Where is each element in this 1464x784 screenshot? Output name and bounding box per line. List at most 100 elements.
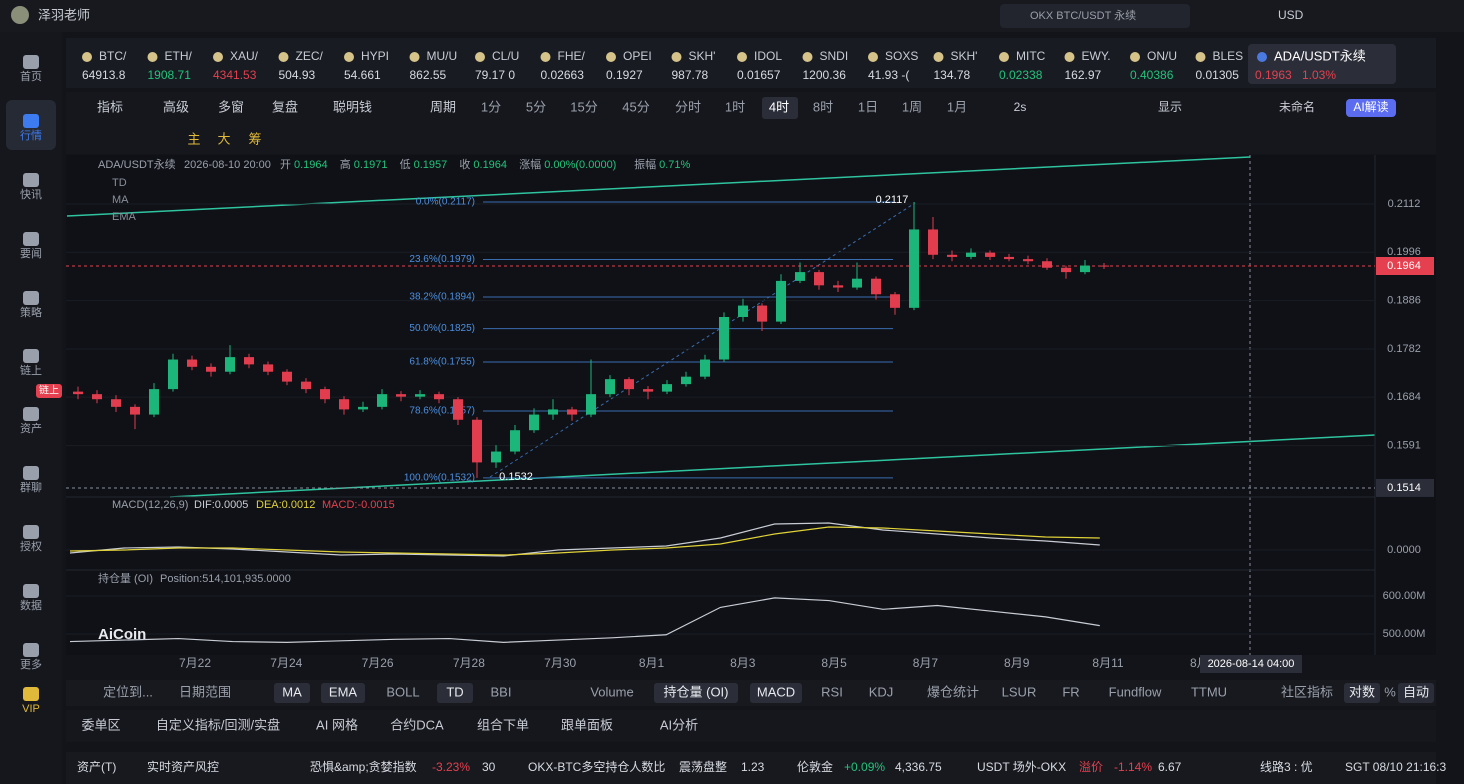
toolbar-item[interactable]: 高级 [163,99,189,114]
toolbar-item[interactable]: 多窗 [218,99,244,114]
period-button[interactable]: 1月 [947,99,967,114]
ticker-price[interactable]: 0.02663 [541,68,585,82]
indicator-button[interactable]: LSUR [1002,684,1037,699]
sidebar-item[interactable]: 链上 [20,363,42,377]
indicator-button[interactable]: 对数 [1349,684,1375,699]
ticker-name[interactable]: FHE/ [558,49,586,63]
overlay-name[interactable]: MA [112,194,129,206]
sidebar-icon[interactable] [23,173,39,187]
ticker-price[interactable]: 987.78 [672,68,709,82]
indicator-button[interactable]: RSI [821,684,843,699]
ticker-price[interactable]: 54.661 [344,68,381,82]
indicator-button[interactable]: FR [1062,684,1079,699]
indicator-button[interactable]: % [1384,684,1396,699]
sidebar-icon[interactable] [23,232,39,246]
toolbar-item[interactable]: 聪明钱 [333,99,372,114]
ticker-name[interactable]: MU/U [427,49,458,63]
ticker-price[interactable]: 4341.53 [213,68,257,82]
ticker-name[interactable]: ETH/ [165,49,193,63]
tab[interactable]: AI分析 [660,717,698,732]
currency-select[interactable]: USD [1278,8,1304,22]
sidebar-icon[interactable] [23,114,39,128]
ticker-price[interactable]: 79.17 0 [475,68,515,82]
ticker-price[interactable]: 162.97 [1065,68,1102,82]
sidebar-icon[interactable] [23,291,39,305]
tab[interactable]: 自定义指标/回测/实盘 [156,717,280,732]
indicator-button[interactable]: Volume [590,684,633,699]
toolbar-item[interactable]: 指标 [97,99,123,114]
ticker-name[interactable]: SKH' [689,49,716,63]
indicator-button[interactable]: 日期范围 [179,684,231,699]
overlay-name[interactable]: TD [112,177,127,189]
sidebar-icon[interactable] [23,55,39,69]
ticker-price[interactable]: 862.55 [410,68,447,82]
indicator-button[interactable]: BOLL [386,684,419,699]
sidebar-item[interactable]: 数据 [20,598,42,612]
indicator-button[interactable]: Fundflow [1109,684,1162,699]
period-button[interactable]: 15分 [570,99,597,114]
sidebar-item[interactable]: 行情 [20,129,42,142]
ai-button-bg[interactable] [1346,99,1396,117]
toolbar-item[interactable]: 复盘 [272,99,298,114]
indicator-button[interactable]: MA [282,684,302,699]
ticker-price[interactable]: 1908.71 [148,68,192,82]
sidebar-icon[interactable] [23,643,39,657]
search-text[interactable]: OKX BTC/USDT 永续 [1030,8,1136,22]
indicator-button[interactable]: KDJ [869,684,894,699]
sidebar-item[interactable]: 首页 [20,69,42,83]
sidebar-item[interactable]: 资产 [20,421,42,435]
period-button[interactable]: 8时 [813,99,833,114]
ticker-name[interactable]: ZEC/ [296,49,324,63]
tab[interactable]: 组合下单 [477,717,529,732]
toolbar-item[interactable]: AI解读 [1353,100,1388,114]
ticker-name[interactable]: SNDI [820,49,849,63]
ticker-price[interactable]: 64913.8 [82,68,126,82]
indicator-button[interactable]: 爆仓统计 [927,684,979,699]
indicator-button[interactable]: TD [446,684,463,699]
ticker-price[interactable]: 1200.36 [803,68,847,82]
period-button[interactable]: 5分 [526,99,546,114]
period-button[interactable]: 1分 [481,99,501,114]
sidebar-item[interactable]: 更多 [20,657,42,671]
ticker-price[interactable]: 0.40386 [1130,68,1174,82]
ticker-name[interactable]: ON/U [1147,49,1177,63]
draw-tool[interactable]: 大 [217,131,230,146]
tab[interactable]: 委单区 [81,717,120,732]
search-box[interactable] [1000,4,1190,28]
tab[interactable]: 跟单面板 [561,717,613,732]
ticker-price[interactable]: 504.93 [279,68,316,82]
indicator-button[interactable]: BBI [491,684,512,699]
ticker-name[interactable]: EWY. [1082,49,1111,63]
ticker-price[interactable]: 0.1927 [606,68,643,82]
ticker-name[interactable]: XAU/ [230,49,259,63]
overlay-name[interactable]: EMA [112,211,137,223]
period-button[interactable]: 分时 [675,99,701,114]
sidebar-icon[interactable] [23,349,39,363]
active-ticker-name[interactable]: ADA/USDT永续 [1274,48,1366,63]
ticker-name[interactable]: OPEI [623,49,652,63]
ticker-price[interactable]: 0.02338 [999,68,1043,82]
draw-tool[interactable]: 筹 [248,131,261,146]
ticker-price[interactable]: 41.93 -( [868,68,909,82]
sidebar-icon[interactable] [23,466,39,480]
ticker-name[interactable]: CL/U [492,49,519,63]
indicator-button[interactable]: 持仓量 (OI) [664,684,729,699]
indicator-button[interactable]: EMA [329,684,358,699]
ticker-name[interactable]: SKH' [951,49,978,63]
ticker-price[interactable]: 0.01657 [737,68,781,82]
toolbar-item[interactable]: 未命名 [1279,99,1315,114]
indicator-button[interactable]: TTMU [1191,684,1227,699]
tab[interactable]: 合约DCA [390,717,444,732]
period-button[interactable]: 45分 [622,99,649,114]
toolbar-item[interactable]: 2s [1014,100,1027,114]
ticker-name[interactable]: BTC/ [99,49,127,63]
toolbar-item[interactable]: 周期 [430,99,456,114]
sidebar-item[interactable]: 快讯 [20,188,42,201]
ticker-name[interactable]: MITC [1016,49,1046,63]
indicator-button[interactable]: 定位到... [103,684,153,699]
ticker-price[interactable]: 0.01305 [1196,68,1240,82]
draw-tool[interactable]: 主 [187,131,200,146]
sidebar-icon[interactable] [23,584,39,598]
sidebar-icon[interactable] [23,525,39,539]
sidebar-item[interactable]: VIP [22,703,40,715]
